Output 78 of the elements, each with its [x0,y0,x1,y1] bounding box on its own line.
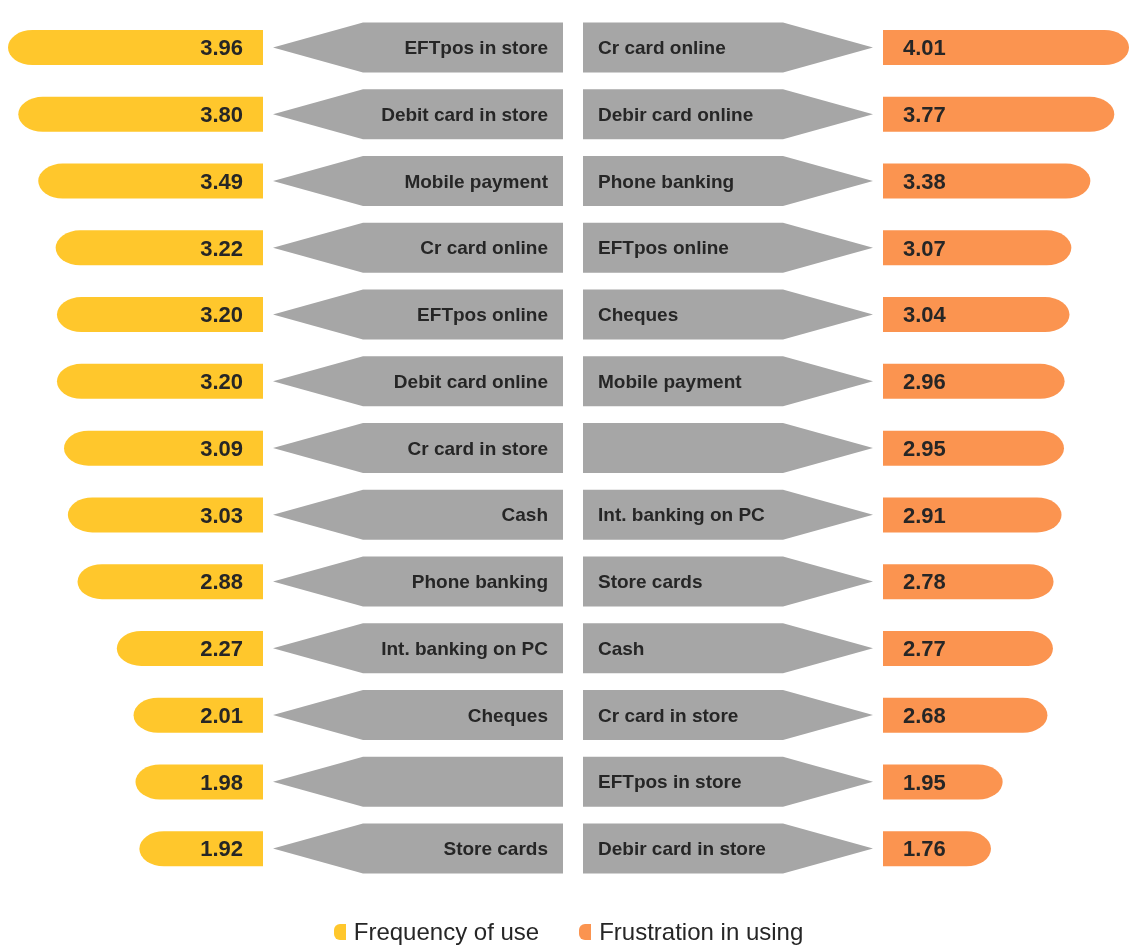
bar [883,630,1053,666]
data-label: 1.76 [903,836,946,862]
data-label: 2.78 [903,569,946,595]
bar [64,430,263,466]
y-tick-label: Cash [598,637,645,659]
bar [883,430,1064,466]
y-tick-label: Debit card in store [381,103,548,125]
data-label: 2.95 [903,435,946,461]
bar [67,497,263,533]
y-tick-label: Cheques [598,304,679,326]
data-label: 3.04 [903,302,947,328]
data-label: 3.03 [200,502,243,528]
bar [883,163,1091,199]
bar [883,497,1062,533]
bar [139,831,263,867]
data-label: 3.77 [903,101,946,127]
bar [883,297,1070,333]
bar [56,363,263,399]
y-tick-label: Mobile payment [404,170,549,192]
data-label: 3.22 [200,235,243,261]
data-label: 4.01 [903,35,946,61]
data-label: 3.20 [200,369,243,395]
y-tick-label: Int. banking on PC [381,637,549,659]
y-tick-label: Int. banking on PC [598,504,766,526]
bar [883,697,1048,733]
y-tick-label: Cheques [467,704,548,726]
data-label: 2.91 [903,502,946,528]
bar [883,230,1072,266]
data-label: 2.77 [903,636,946,662]
data-label: 3.07 [903,235,946,261]
bar [883,831,991,867]
y-tick-label: Mobile payment [598,370,743,392]
y-tick-label: Cr card online [598,37,726,59]
legend-label: Frequency of use [353,918,540,946]
y-tick-label: Debit card online [393,370,548,392]
bar [77,564,263,600]
y-tick-label: Phone banking [598,170,735,192]
y-tick-label: Debir card online [598,103,754,125]
data-label: 3.38 [903,168,946,194]
data-label: 2.68 [903,702,946,728]
y-tick-label: Store cards [598,571,703,593]
y-tick-label: EFTpos in store [598,771,742,793]
y-tick-label: Cr card in store [598,704,739,726]
data-label: 2.88 [200,569,243,595]
y-tick-label: EFTpos online [598,237,729,259]
legend-label: Frustration in using [599,918,804,946]
y-tick-label: Phone banking [411,571,548,593]
y-tick-label: Cr card online [420,237,548,259]
data-label: 3.20 [200,302,243,328]
bar [38,163,263,199]
y-tick-label: Cash [501,504,548,526]
bar [8,30,263,66]
data-label: 2.01 [200,702,243,728]
data-label: 1.95 [903,769,946,795]
y-tick-label: EFTpos in store [404,37,548,59]
data-label: 3.09 [200,435,243,461]
bar [883,363,1065,399]
y-tick-label: Debir card in store [598,838,766,860]
bar [883,96,1115,132]
y-tick-label: Store cards [443,838,548,860]
data-label: 3.96 [200,35,243,61]
data-label: 2.96 [903,369,946,395]
bar [135,764,263,800]
y-tick-label: EFTpos online [417,304,548,326]
bar [883,30,1129,66]
bar [55,230,263,266]
bar [56,297,263,333]
data-label: 1.92 [200,836,243,862]
bar [133,697,263,733]
bar [883,564,1054,600]
data-label: 3.80 [200,101,243,127]
bar [18,96,263,132]
data-label: 3.49 [200,168,243,194]
y-tick-label: Cr card in store [407,437,548,459]
data-label: 1.98 [200,769,243,795]
data-label: 2.27 [200,636,243,662]
bar [883,764,1003,800]
bar [116,630,263,666]
